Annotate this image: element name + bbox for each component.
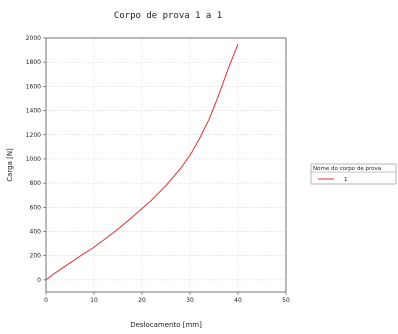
y-tick-label: 1600 — [26, 83, 41, 90]
y-tick-label: 1800 — [26, 59, 41, 66]
legend-entry-1: 1 — [344, 177, 348, 183]
legend-title: Nome do corpo de prova — [313, 166, 381, 172]
x-tick-label: 40 — [234, 297, 242, 304]
grid — [45, 37, 287, 292]
legend: Nome do corpo de prova 1 — [310, 163, 397, 185]
x-tick-label: 30 — [186, 297, 194, 304]
y-axis-label: Carga [N] — [6, 148, 14, 182]
series-line-1 — [45, 43, 239, 281]
y-tick-label: 800 — [30, 180, 42, 187]
y-tick-label: 1400 — [26, 108, 41, 115]
series-layer — [45, 43, 239, 281]
y-tick-label: 2000 — [26, 35, 41, 42]
x-tick-label: 20 — [138, 297, 146, 304]
x-tick-label: 0 — [44, 297, 48, 304]
axis-ticks: 0 10 20 30 40 50 0 200 400 600 800 1000 1200 1400 1600… — [26, 35, 290, 304]
x-tick-label: 10 — [90, 297, 98, 304]
y-tick-label: 600 — [30, 204, 42, 211]
plot-frame — [45, 37, 287, 293]
x-axis-label: Deslocamento [mm] — [130, 321, 202, 329]
y-tick-label: 1200 — [26, 132, 41, 139]
y-tick-label: 400 — [30, 229, 42, 236]
x-tick-label: 50 — [282, 297, 290, 304]
y-tick-label: 200 — [30, 253, 42, 260]
chart-title: Corpo de prova 1 a 1 — [114, 11, 222, 21]
y-tick-label: 0 — [37, 277, 41, 284]
y-tick-label: 1000 — [26, 156, 41, 163]
